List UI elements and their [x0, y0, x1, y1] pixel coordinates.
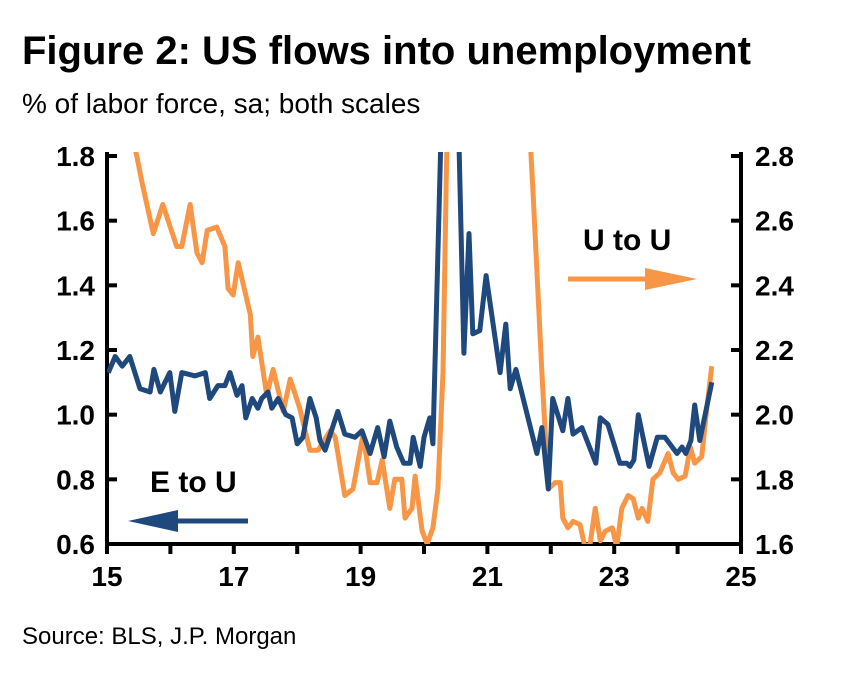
right-y-tick-label: 2.8: [755, 141, 794, 172]
right-y-tick-label: 2.0: [755, 400, 794, 431]
x-tick-label: 19: [345, 561, 376, 592]
x-tick-label: 25: [725, 561, 756, 592]
left-y-tick-label: 1.8: [56, 141, 95, 172]
x-tick-label: 15: [91, 561, 122, 592]
plot-area: [107, 152, 715, 544]
series-label-e-to-u: E to U: [150, 466, 237, 499]
chart-source: Source: BLS, J.P. Morgan: [22, 623, 296, 650]
left-y-tick-label: 1.4: [56, 270, 95, 301]
chart-title: Figure 2: US flows into unemployment: [22, 29, 751, 73]
axes: 0.6 0.8 1.0 1.2 1.4 1.6 1.8 1.6 1.8 2.0 2.2 2.4 2.6 2…: [56, 141, 794, 592]
left-arrow-icon: [128, 510, 248, 532]
series-label-u-to-u: U to U: [583, 224, 671, 257]
x-tick-label: 17: [218, 561, 249, 592]
chart-subtitle: % of labor force, sa; both scales: [22, 88, 420, 119]
left-y-tick-label: 1.0: [56, 400, 95, 431]
left-y-tick-label: 0.8: [56, 464, 95, 495]
x-tick-label: 23: [599, 561, 630, 592]
left-y-tick-label: 0.6: [56, 529, 95, 560]
right-y-tick-label: 2.2: [755, 335, 794, 366]
x-tick-label: 21: [472, 561, 503, 592]
series-line-e-to-u: [107, 152, 715, 492]
right-arrow-icon: [568, 268, 697, 290]
right-y-tick-label: 1.8: [755, 464, 794, 495]
right-y-tick-label: 2.6: [755, 206, 794, 237]
left-y-tick-label: 1.2: [56, 335, 95, 366]
right-y-tick-label: 1.6: [755, 529, 794, 560]
left-y-tick-label: 1.6: [56, 206, 95, 237]
series-line-u-to-u: [133, 152, 715, 544]
right-y-tick-label: 2.4: [755, 270, 794, 301]
